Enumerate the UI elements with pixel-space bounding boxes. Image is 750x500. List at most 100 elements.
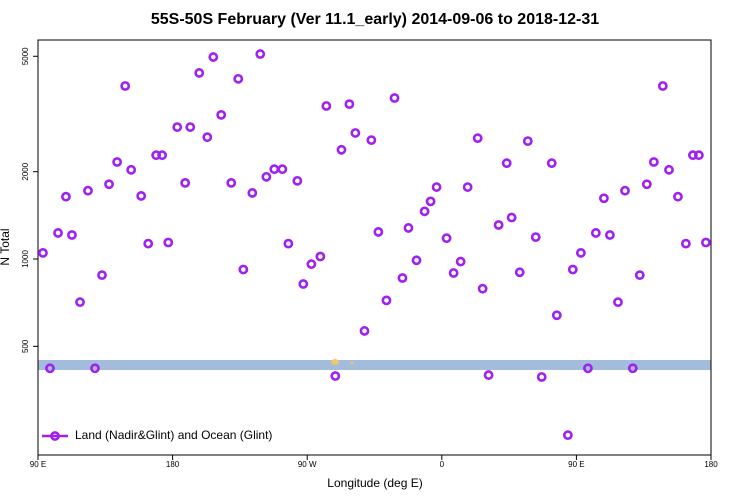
- data-point: [67, 230, 77, 240]
- data-point: [441, 233, 452, 244]
- data-point: [61, 191, 71, 202]
- data-point: [75, 297, 85, 308]
- data-point: [477, 283, 488, 294]
- data-point: [208, 52, 219, 62]
- data-point: [336, 144, 347, 155]
- land-mask-band: [38, 360, 711, 370]
- x-tick-label: 90 W: [298, 460, 317, 469]
- data-point: [359, 326, 370, 336]
- y-tick-label: 1000: [21, 250, 30, 268]
- land-mask-spot: [350, 362, 354, 364]
- data-point: [701, 237, 711, 248]
- data-point: [185, 122, 196, 132]
- data-point: [45, 363, 55, 374]
- data-point: [455, 256, 466, 267]
- data-point: [104, 179, 114, 190]
- data-point: [483, 370, 494, 380]
- data-point: [583, 363, 593, 374]
- x-tick-label: 180: [166, 460, 180, 469]
- data-point: [575, 247, 586, 258]
- x-tick-label: 90 E: [30, 460, 46, 469]
- data-point: [403, 223, 414, 233]
- data-point: [330, 371, 341, 381]
- data-point: [536, 372, 547, 382]
- data-point: [373, 227, 384, 237]
- data-point: [673, 191, 683, 202]
- data-point: [431, 182, 442, 192]
- data-point: [321, 101, 332, 111]
- data-point: [634, 270, 645, 281]
- data-point: [448, 268, 459, 278]
- data-point: [90, 363, 100, 374]
- data-point: [620, 185, 630, 196]
- data-point: [472, 133, 483, 144]
- data-point: [648, 157, 659, 167]
- data-point: [397, 273, 408, 283]
- data-point: [627, 363, 638, 374]
- data-point: [501, 158, 512, 169]
- x-axis-label: Longitude (deg E): [327, 476, 422, 490]
- data-point: [97, 270, 107, 281]
- data-point: [292, 175, 303, 186]
- data-point: [255, 49, 266, 59]
- legend-marker: [50, 431, 60, 441]
- data-point: [551, 310, 562, 321]
- data-point: [366, 135, 377, 146]
- data-point: [419, 206, 430, 217]
- data-point: [120, 81, 131, 91]
- data-point: [350, 128, 361, 138]
- data-point: [641, 179, 652, 190]
- y-tick-label: 500: [21, 339, 30, 353]
- legend-label: Land (Nadir&Glint) and Ocean (Glint): [75, 428, 272, 442]
- data-point: [163, 237, 174, 248]
- data-point: [202, 132, 213, 143]
- data-point: [522, 136, 533, 147]
- data-point: [605, 230, 615, 240]
- data-point: [298, 279, 309, 289]
- data-point: [180, 177, 191, 188]
- data-point: [506, 212, 517, 223]
- x-tick-label: 90 E: [568, 460, 584, 469]
- y-tick-label: 2000: [21, 162, 30, 180]
- data-point: [172, 122, 183, 132]
- data-point: [389, 93, 400, 103]
- data-point: [216, 109, 227, 120]
- data-point: [238, 264, 249, 275]
- data-point: [315, 251, 326, 262]
- data-point: [693, 150, 704, 161]
- data-point: [425, 196, 436, 207]
- data-point: [306, 259, 317, 270]
- data-point: [136, 191, 147, 201]
- data-point: [599, 193, 609, 204]
- data-point: [590, 228, 601, 238]
- x-tick-label: 0: [440, 460, 445, 469]
- data-point: [38, 247, 48, 258]
- data-point: [344, 99, 355, 110]
- data-point: [657, 81, 668, 91]
- data-point: [530, 232, 541, 243]
- data-point: [157, 150, 168, 161]
- y-tick-label: 5000: [21, 47, 30, 65]
- data-point: [462, 182, 473, 192]
- data-point: [53, 228, 63, 238]
- data-point: [83, 185, 93, 196]
- data-point: [194, 68, 205, 78]
- data-point: [277, 164, 288, 175]
- data-point: [411, 255, 422, 266]
- data-point: [247, 188, 258, 198]
- data-point: [126, 164, 137, 175]
- x-tick-label: 180: [704, 460, 718, 469]
- data-point: [143, 238, 154, 249]
- data-point: [381, 295, 392, 306]
- data-point: [233, 73, 244, 84]
- data-point: [493, 220, 504, 230]
- data-point: [283, 238, 294, 249]
- chart-title: 55S-50S February (Ver 11.1_early) 2014-0…: [151, 11, 599, 28]
- data-point: [261, 171, 272, 182]
- data-point: [664, 164, 674, 175]
- data-point: [514, 267, 525, 278]
- data-point: [680, 238, 691, 249]
- data-point: [546, 158, 557, 169]
